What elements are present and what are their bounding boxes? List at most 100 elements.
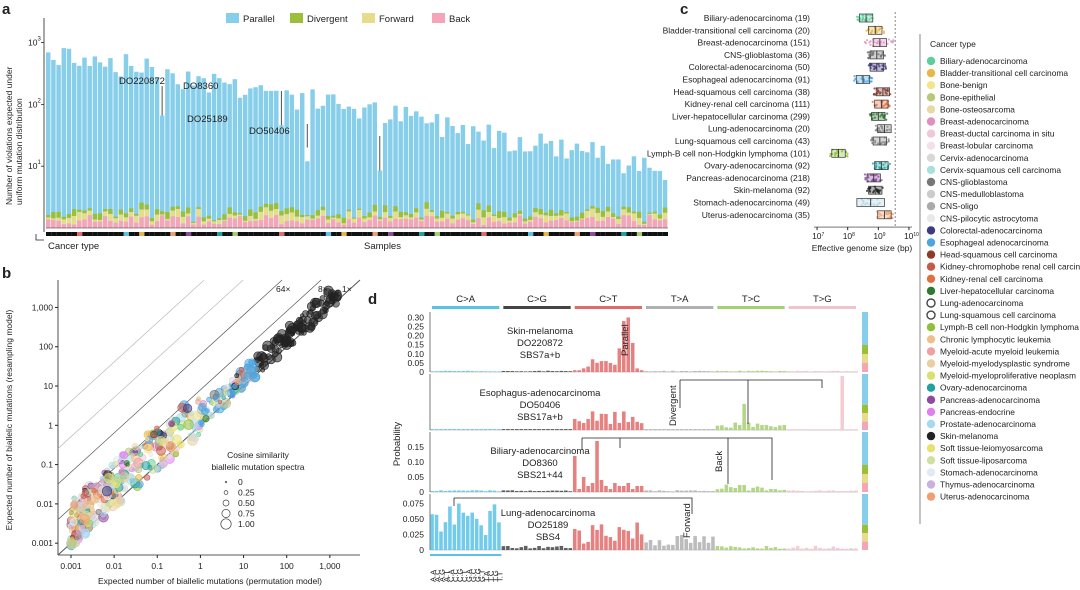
d-bar: [639, 486, 644, 492]
a-bar-parallel: [512, 150, 517, 228]
a-bar-back: [445, 218, 450, 228]
d-bar: [550, 371, 555, 372]
a-bar-back: [284, 221, 289, 228]
d-bar: [666, 491, 671, 492]
d-bar: [599, 413, 604, 430]
a-bar-forward: [377, 219, 383, 221]
a-bar-back: [237, 216, 243, 228]
c-point: [869, 14, 872, 17]
c-legend-swatch: [926, 274, 936, 283]
a-bar-back: [564, 220, 569, 228]
a-bar-back: [191, 224, 196, 228]
c-legend-label: Prostate-adenocarcinoma: [940, 419, 1036, 429]
d-bar: [679, 534, 684, 550]
c-legend-swatch: [926, 492, 936, 501]
a-strip-cell: [123, 232, 129, 236]
a-bar-parallel: [87, 66, 92, 228]
a-strip-cell: [502, 232, 508, 236]
a-bar-parallel: [496, 130, 502, 228]
a-bar-parallel: [548, 141, 554, 228]
a-bar-divergent: [289, 207, 295, 213]
c-point: [888, 105, 891, 108]
a-bar-back: [538, 218, 543, 228]
d-subplot-id: DO25189: [528, 520, 569, 531]
a-bar-forward: [626, 212, 631, 216]
b-size-legend-circle: [220, 518, 232, 530]
a-strip-cell: [471, 232, 477, 236]
a-strip-cell: [103, 232, 109, 236]
d-bar: [684, 539, 688, 550]
a-bar-forward: [595, 212, 600, 222]
d-bar: [519, 371, 524, 372]
d-bar: [755, 370, 760, 372]
a-bar-divergent: [165, 211, 170, 219]
d-event-annotation: Divergent: [668, 385, 679, 426]
a-strip-cell: [445, 232, 451, 236]
d-bar: [760, 425, 764, 430]
c-legend-label: Esophageal adenocarcinoma: [940, 238, 1049, 248]
a-bar-divergent: [559, 210, 564, 216]
c-category-label: Esophageal adenocarcinoma (91): [682, 75, 810, 85]
b-ytick-label: 100: [39, 342, 53, 352]
b-point: [191, 433, 200, 442]
a-bar-divergent: [652, 211, 657, 214]
d-context-label: T.G: [491, 570, 500, 582]
a-bar-back: [170, 216, 175, 228]
a-strip-cell: [533, 232, 539, 236]
d-bar: [581, 543, 586, 550]
a-strip-cell: [217, 232, 223, 236]
a-bar-parallel: [97, 62, 103, 228]
a-bar-back: [491, 221, 497, 228]
a-bar-back: [180, 223, 186, 228]
a-bar-parallel: [450, 125, 455, 228]
a-annotation-label: DO8360: [183, 81, 218, 92]
c-point: [876, 198, 879, 201]
d-bar: [702, 429, 706, 430]
d-bar: [590, 525, 595, 550]
a-bar-back: [128, 216, 134, 228]
d-bar: [613, 483, 617, 492]
d-bar: [443, 429, 448, 430]
a-strip-cell: [227, 232, 233, 236]
a-bar-back: [553, 220, 559, 228]
d-bar: [564, 547, 568, 550]
a-strip-cell: [196, 232, 202, 236]
a-bar-parallel: [118, 76, 124, 229]
a-bar-forward: [170, 210, 175, 217]
a-strip-cell: [258, 232, 264, 236]
d-bar: [479, 429, 483, 430]
a-strip-cell: [419, 232, 425, 236]
d-bar: [778, 548, 782, 550]
a-bar-parallel: [481, 140, 486, 228]
c-point: [870, 80, 873, 83]
d-context-label: C.G: [455, 569, 464, 583]
a-bar-forward: [445, 213, 450, 219]
b-point: [323, 300, 330, 307]
a-strip-cell: [284, 232, 290, 236]
b-point: [79, 513, 91, 525]
a-bar-back: [647, 215, 652, 228]
d-bar: [715, 370, 720, 372]
d-bar: [555, 371, 559, 372]
d-bar: [488, 510, 492, 550]
a-bar-parallel: [123, 54, 129, 228]
a-bar-back: [548, 220, 554, 228]
a-bar-divergent: [585, 209, 590, 211]
d-bar: [836, 370, 840, 372]
a-bar-parallel: [533, 145, 538, 228]
d-bar: [559, 490, 564, 492]
a-bar-parallel: [294, 109, 300, 228]
a-bar-back: [299, 223, 305, 228]
b-point: [156, 445, 166, 456]
c-point: [834, 154, 837, 157]
c-point: [887, 38, 890, 41]
d-bar: [523, 545, 528, 550]
c-point: [878, 212, 881, 215]
a-bar-back: [51, 219, 56, 228]
a-bar-parallel: [51, 60, 56, 228]
d-group-label: T>G: [813, 294, 832, 305]
a-bar-forward: [315, 215, 320, 219]
d-bar: [702, 490, 706, 492]
b-point: [144, 474, 151, 481]
a-bar-back: [543, 222, 549, 228]
